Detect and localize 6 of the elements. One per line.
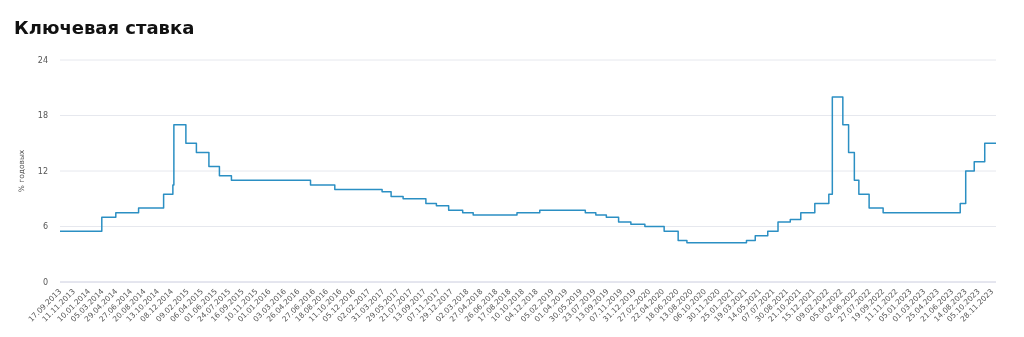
chart-title: Ключевая ставка <box>14 17 195 38</box>
y-tick-label: 12 <box>37 166 48 176</box>
y-tick-label: 18 <box>37 111 48 121</box>
y-tick-label: 24 <box>37 55 48 65</box>
y-tick-label: 6 <box>42 222 48 232</box>
y-tick-label: 0 <box>42 277 48 287</box>
